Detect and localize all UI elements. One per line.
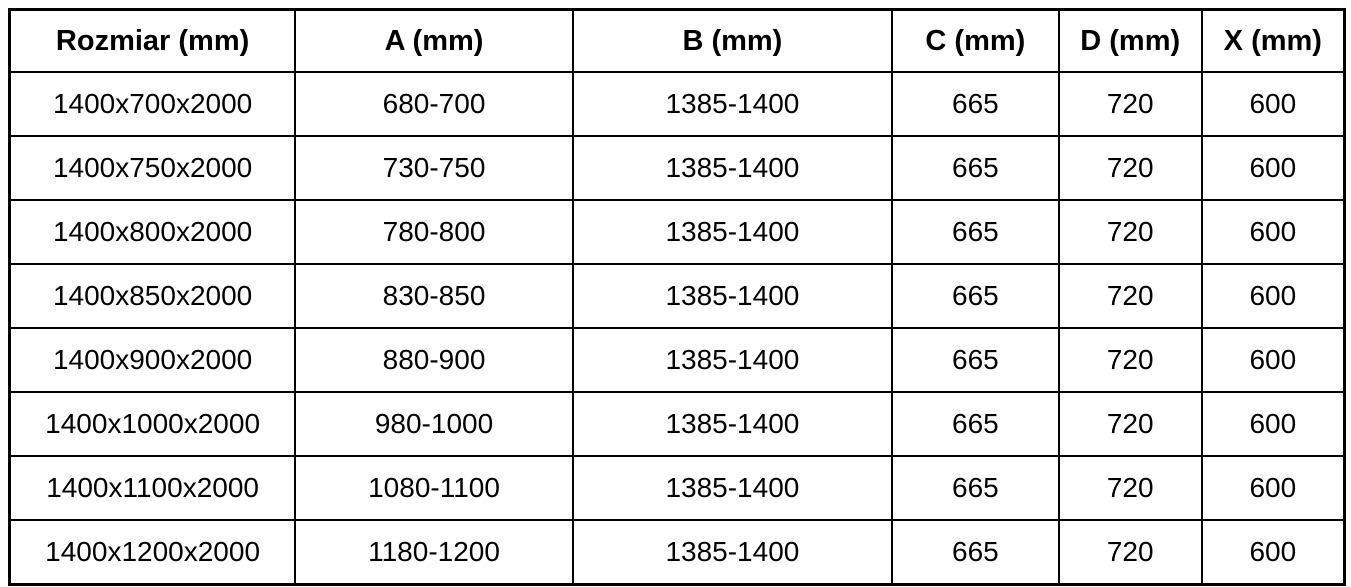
cell-b: 1385-1400 xyxy=(571,199,893,265)
table-row: 1400x1100x2000 1080-1100 1385-1400 665 7… xyxy=(8,455,1346,521)
table-row: 1400x850x2000 830-850 1385-1400 665 720 … xyxy=(8,263,1346,329)
table-row: 1400x700x2000 680-700 1385-1400 665 720 … xyxy=(8,71,1346,137)
cell-b: 1385-1400 xyxy=(571,519,893,586)
table-row: 1400x900x2000 880-900 1385-1400 665 720 … xyxy=(8,327,1346,393)
cell-rozmiar: 1400x700x2000 xyxy=(8,71,297,137)
size-specification-table: Rozmiar (mm) A (mm) B (mm) C (mm) D (mm)… xyxy=(8,8,1346,586)
cell-b: 1385-1400 xyxy=(571,135,893,201)
table-row: 1400x1000x2000 980-1000 1385-1400 665 72… xyxy=(8,391,1346,457)
cell-a: 780-800 xyxy=(294,199,574,265)
column-header-rozmiar: Rozmiar (mm) xyxy=(8,8,297,73)
table-row: 1400x750x2000 730-750 1385-1400 665 720 … xyxy=(8,135,1346,201)
table-row: 1400x800x2000 780-800 1385-1400 665 720 … xyxy=(8,199,1346,265)
cell-b: 1385-1400 xyxy=(571,391,893,457)
cell-a: 1080-1100 xyxy=(294,455,574,521)
cell-a: 730-750 xyxy=(294,135,574,201)
cell-c: 665 xyxy=(890,135,1060,201)
cell-d: 720 xyxy=(1057,263,1203,329)
cell-c: 665 xyxy=(890,71,1060,137)
cell-x: 600 xyxy=(1200,391,1346,457)
column-header-c: C (mm) xyxy=(890,8,1060,73)
cell-rozmiar: 1400x1200x2000 xyxy=(8,519,297,586)
cell-c: 665 xyxy=(890,455,1060,521)
cell-rozmiar: 1400x1100x2000 xyxy=(8,455,297,521)
column-header-b: B (mm) xyxy=(571,8,893,73)
cell-rozmiar: 1400x850x2000 xyxy=(8,263,297,329)
cell-c: 665 xyxy=(890,519,1060,586)
cell-x: 600 xyxy=(1200,199,1346,265)
cell-x: 600 xyxy=(1200,455,1346,521)
cell-x: 600 xyxy=(1200,263,1346,329)
cell-rozmiar: 1400x900x2000 xyxy=(8,327,297,393)
cell-a: 680-700 xyxy=(294,71,574,137)
cell-d: 720 xyxy=(1057,391,1203,457)
cell-a: 880-900 xyxy=(294,327,574,393)
cell-b: 1385-1400 xyxy=(571,71,893,137)
column-header-x: X (mm) xyxy=(1200,8,1346,73)
cell-d: 720 xyxy=(1057,71,1203,137)
cell-x: 600 xyxy=(1200,71,1346,137)
cell-b: 1385-1400 xyxy=(571,455,893,521)
cell-x: 600 xyxy=(1200,327,1346,393)
cell-c: 665 xyxy=(890,263,1060,329)
cell-rozmiar: 1400x1000x2000 xyxy=(8,391,297,457)
cell-c: 665 xyxy=(890,391,1060,457)
cell-a: 980-1000 xyxy=(294,391,574,457)
column-header-d: D (mm) xyxy=(1057,8,1203,73)
cell-x: 600 xyxy=(1200,135,1346,201)
cell-c: 665 xyxy=(890,327,1060,393)
cell-d: 720 xyxy=(1057,199,1203,265)
cell-c: 665 xyxy=(890,199,1060,265)
cell-d: 720 xyxy=(1057,455,1203,521)
table-row: 1400x1200x2000 1180-1200 1385-1400 665 7… xyxy=(8,519,1346,586)
cell-b: 1385-1400 xyxy=(571,327,893,393)
cell-a: 1180-1200 xyxy=(294,519,574,586)
cell-d: 720 xyxy=(1057,327,1203,393)
column-header-a: A (mm) xyxy=(294,8,574,73)
cell-x: 600 xyxy=(1200,519,1346,586)
cell-d: 720 xyxy=(1057,135,1203,201)
cell-b: 1385-1400 xyxy=(571,263,893,329)
cell-d: 720 xyxy=(1057,519,1203,586)
cell-rozmiar: 1400x800x2000 xyxy=(8,199,297,265)
cell-rozmiar: 1400x750x2000 xyxy=(8,135,297,201)
cell-a: 830-850 xyxy=(294,263,574,329)
header-row: Rozmiar (mm) A (mm) B (mm) C (mm) D (mm)… xyxy=(8,8,1346,73)
